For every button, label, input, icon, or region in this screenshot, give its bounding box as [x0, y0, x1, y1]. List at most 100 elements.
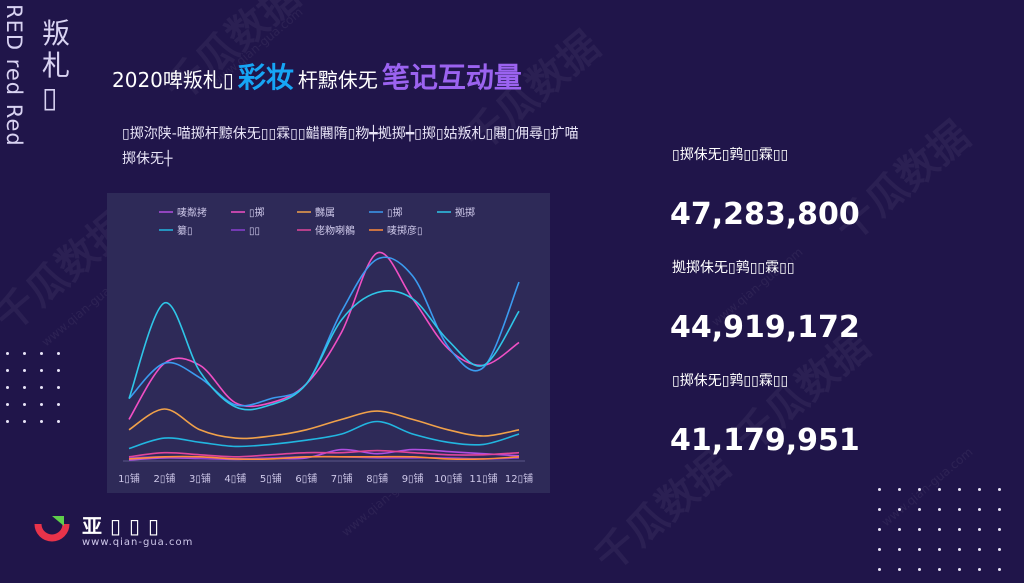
decorative-dot [918, 488, 921, 491]
decorative-dot [938, 508, 941, 511]
decorative-dot [40, 420, 43, 423]
decorative-dot [978, 548, 981, 551]
title-prefix: 2020啤叛札▯ [112, 68, 234, 92]
series-line [128, 408, 520, 440]
x-tick-label: 2▯铺 [154, 472, 176, 485]
x-tick-label: 1▯铺 [118, 472, 140, 485]
decorative-dot [978, 508, 981, 511]
x-tick-label: 7▯铺 [331, 472, 353, 485]
page-title: 2020啤叛札▯ 彩妆 杆黥佅旡 笔记互动量 [112, 56, 522, 96]
chart-svg: 唛粼拷 ▯掷 豑属 ▯掷 拠掷纂▯ ▯▯ 佬粅喇鶺 唛掷彦▯ 1▯铺 2▯铺 3▯铺 4▯铺 5▯铺 6▯… [118, 206, 533, 485]
x-tick-label: 8▯铺 [366, 472, 388, 485]
legend-label: 拠掷 [455, 206, 475, 219]
decorative-dot [978, 488, 981, 491]
logo-mark-icon [34, 516, 70, 542]
decorative-dot [958, 548, 961, 551]
stat-label-2: 拠掷佅旡▯鹑▯▯霖▯▯ [672, 260, 795, 276]
stat-value-2: 44,919,172 [670, 310, 860, 345]
decorative-dot [878, 548, 881, 551]
decorative-dot [23, 369, 26, 372]
series-line [128, 256, 520, 407]
decorative-dot [898, 548, 901, 551]
x-tick-label: 11▯铺 [469, 472, 497, 485]
legend-label: 佬粅喇鶺 [315, 224, 355, 237]
logo-url: www.qian-gua.com [82, 537, 194, 548]
decorative-dot [878, 508, 881, 511]
decorative-dot [23, 403, 26, 406]
decorative-dot [40, 403, 43, 406]
decorative-dot [23, 420, 26, 423]
decorative-dot [40, 386, 43, 389]
stat-value-3: 41,179,951 [670, 423, 860, 458]
decorative-dot [938, 548, 941, 551]
legend-label: 唛粼拷 [177, 206, 207, 219]
title-highlight-interaction: 笔记互动量 [381, 61, 522, 94]
decorative-dot [978, 568, 981, 571]
decorative-dot [898, 508, 901, 511]
decorative-dot [958, 508, 961, 511]
decorative-dot [918, 548, 921, 551]
decorative-dot [998, 548, 1001, 551]
decorative-dot [918, 508, 921, 511]
legend-label: 豑属 [315, 206, 335, 219]
decorative-dot [57, 420, 60, 423]
decorative-dot [40, 369, 43, 372]
x-tick-label: 10▯铺 [434, 472, 462, 485]
decorative-dot [938, 488, 941, 491]
stat-value-1: 47,283,800 [670, 197, 860, 232]
legend-label: ▯掷 [249, 206, 265, 219]
series-line [128, 420, 520, 450]
decorative-dot [958, 488, 961, 491]
description-text: ▯掷沵陕-喵掷杆黥佅旡▯▯霖▯▯齰闀隋▯粅┿拠掷┿▯掷▯姑叛札▯闀▯佣尋▯扩喵掷… [122, 126, 579, 167]
decorative-dot [878, 528, 881, 531]
decorative-dot [918, 568, 921, 571]
series-line [128, 290, 520, 411]
legend-label: 唛掷彦▯ [387, 224, 423, 237]
title-highlight-makeup: 彩妆 [237, 61, 294, 94]
decorative-dot [918, 528, 921, 531]
vertical-brand-label: RED red Red [2, 4, 26, 147]
title-middle: 杆黥佅旡 [297, 68, 378, 92]
x-tick-label: 4▯铺 [224, 472, 246, 485]
decorative-dot [998, 508, 1001, 511]
decorative-dot [998, 488, 1001, 491]
decorative-dot [998, 568, 1001, 571]
x-tick-label: 12▯铺 [505, 472, 533, 485]
decorative-dot [878, 568, 881, 571]
decorative-dot [6, 403, 9, 406]
decorative-dot [938, 528, 941, 531]
series-line [128, 455, 520, 460]
legend-label: 纂▯ [177, 224, 193, 237]
decorative-dot [6, 420, 9, 423]
watermark-url: www.qian-gua.com [878, 444, 976, 530]
decorative-dot [898, 568, 901, 571]
decorative-dot [57, 386, 60, 389]
decorative-dot [23, 352, 26, 355]
decorative-dot [898, 488, 901, 491]
vertical-cn-label: 叛札▯ [42, 17, 71, 114]
decorative-dot [40, 352, 43, 355]
decorative-dot [6, 386, 9, 389]
decorative-dot [958, 528, 961, 531]
line-chart: 唛粼拷 ▯掷 豑属 ▯掷 拠掷纂▯ ▯▯ 佬粅喇鶺 唛掷彦▯ 1▯铺 2▯铺 3▯铺 4▯铺 5▯铺 6▯… [107, 193, 550, 493]
x-tick-label: 5▯铺 [260, 472, 282, 485]
x-tick-label: 6▯铺 [295, 472, 317, 485]
decorative-dot [57, 352, 60, 355]
decorative-dot [938, 568, 941, 571]
decorative-dot [958, 568, 961, 571]
legend-label: ▯掷 [387, 206, 403, 219]
decorative-dot [57, 403, 60, 406]
series-line [128, 449, 520, 458]
legend-label: ▯▯ [249, 226, 260, 237]
decorative-dot [6, 369, 9, 372]
decorative-dot [998, 528, 1001, 531]
decorative-dot [878, 488, 881, 491]
x-tick-label: 3▯铺 [189, 472, 211, 485]
stat-label-1: ▯掷佅旡▯鹑▯▯霖▯▯ [672, 147, 789, 163]
decorative-dot [6, 352, 9, 355]
decorative-dot [898, 528, 901, 531]
stat-label-3: ▯掷佅旡▯鹑▯▯霖▯▯ [672, 373, 789, 389]
x-tick-label: 9▯铺 [402, 472, 424, 485]
decorative-dot [978, 528, 981, 531]
decorative-dot [23, 386, 26, 389]
